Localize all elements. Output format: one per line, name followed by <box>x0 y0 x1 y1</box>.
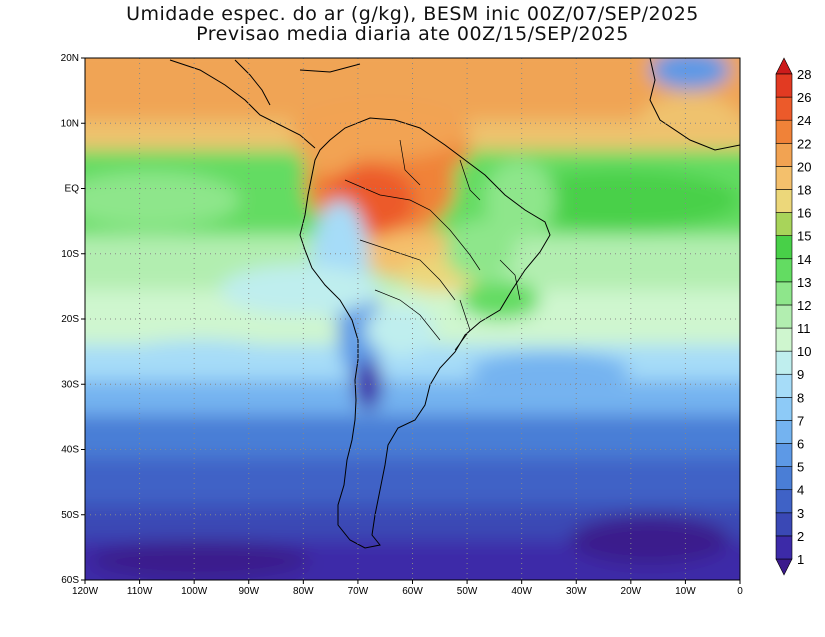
colorbar-label: 28 <box>797 67 811 82</box>
map-title-line2: Previsao media diaria ate 00Z/15/SEP/202… <box>196 23 629 45</box>
lat-tick-label: 20N <box>61 53 79 64</box>
colorbar-arrow-min <box>775 558 793 576</box>
colorbar-swatch <box>775 235 793 260</box>
colorbar-swatch <box>775 281 793 306</box>
lon-tick-label: 120W <box>72 586 99 597</box>
colorbar-label: 16 <box>797 206 811 221</box>
colorbar-label: 8 <box>797 390 804 405</box>
lat-tick-label: EQ <box>65 184 80 195</box>
lat-tick-label: 40S <box>61 445 79 456</box>
colorbar-swatch <box>775 96 793 121</box>
colorbar-swatch <box>775 142 793 167</box>
colorbar-swatch <box>775 327 793 352</box>
colorbar-label: 12 <box>797 298 811 313</box>
lon-tick-label: 10W <box>675 586 696 597</box>
colorbar-swatch <box>775 489 793 514</box>
colorbar-swatch <box>775 350 793 375</box>
lat-tick-label: 30S <box>61 379 79 390</box>
lon-tick-label: 60W <box>402 586 423 597</box>
lon-tick-label: 70W <box>348 586 369 597</box>
colorbar-label: 7 <box>797 413 804 428</box>
colorbar-label: 20 <box>797 159 811 174</box>
lon-tick-label: 50W <box>457 586 478 597</box>
colorbar-label: 26 <box>797 90 811 105</box>
lat-tick-label: 60S <box>61 575 79 586</box>
colorbar-label: 18 <box>797 182 811 197</box>
colorbar-label: 24 <box>797 113 811 128</box>
colorbar-label: 10 <box>797 344 811 359</box>
lat-tick-label: 20S <box>61 314 79 325</box>
lon-axis: 120W 110W 100W 90W 80W 70W 60W 50W 40W 30W 20W 10W 0 <box>72 580 743 597</box>
colorbar-label: 14 <box>797 252 811 267</box>
humidity-field <box>85 58 740 580</box>
colorbar-label: 11 <box>797 321 811 336</box>
colorbar-label: 13 <box>797 275 811 290</box>
colorbar-swatch <box>775 166 793 190</box>
lon-tick-label: 20W <box>621 586 642 597</box>
lon-tick-label: 30W <box>566 586 587 597</box>
lon-tick-label: 90W <box>238 586 259 597</box>
colorbar-swatch <box>775 373 793 398</box>
map-title-line1: Umidade espec. do ar (g/kg), BESM inic 0… <box>126 3 699 25</box>
colorbar-swatch <box>775 512 793 537</box>
lon-tick-label: 40W <box>511 586 532 597</box>
lon-tick-label: 110W <box>127 586 153 597</box>
lon-tick-label: 80W <box>293 586 314 597</box>
graticule <box>85 58 740 580</box>
colorbar-label: 3 <box>797 506 804 521</box>
colorbar-label: 2 <box>797 529 804 544</box>
lat-axis: 20N 10N EQ 10S 20S 30S 40S 50S 60S <box>61 53 85 586</box>
colorbar-arrow-max <box>775 57 793 75</box>
colorbar-swatch <box>775 119 793 144</box>
colorbar-swatch <box>775 304 793 329</box>
colorbar-label: 22 <box>797 136 811 151</box>
coastlines <box>169 58 740 549</box>
colorbar-label: 6 <box>797 437 804 452</box>
colorbar-swatch <box>775 212 793 236</box>
lon-tick-label: 0 <box>737 586 743 597</box>
colorbar-label: 5 <box>797 460 804 475</box>
lat-tick-label: 10N <box>61 118 79 129</box>
colorbar-swatch <box>775 189 793 213</box>
lat-tick-label: 10S <box>61 249 79 260</box>
colorbar-swatch <box>775 73 793 98</box>
colorbar-label: 1 <box>797 552 804 567</box>
colorbar-swatch <box>775 420 793 444</box>
colorbar-swatch <box>775 397 793 421</box>
colorbar-swatch <box>775 466 793 491</box>
colorbar-label: 15 <box>797 229 811 244</box>
colorbar-label: 9 <box>797 367 804 382</box>
colorbar-swatch <box>775 258 793 283</box>
colorbar-label: 4 <box>797 483 804 498</box>
lat-tick-label: 50S <box>61 510 79 521</box>
colorbar-swatch <box>775 443 793 467</box>
colorbar-swatch <box>775 535 793 560</box>
lon-tick-label: 100W <box>181 586 208 597</box>
